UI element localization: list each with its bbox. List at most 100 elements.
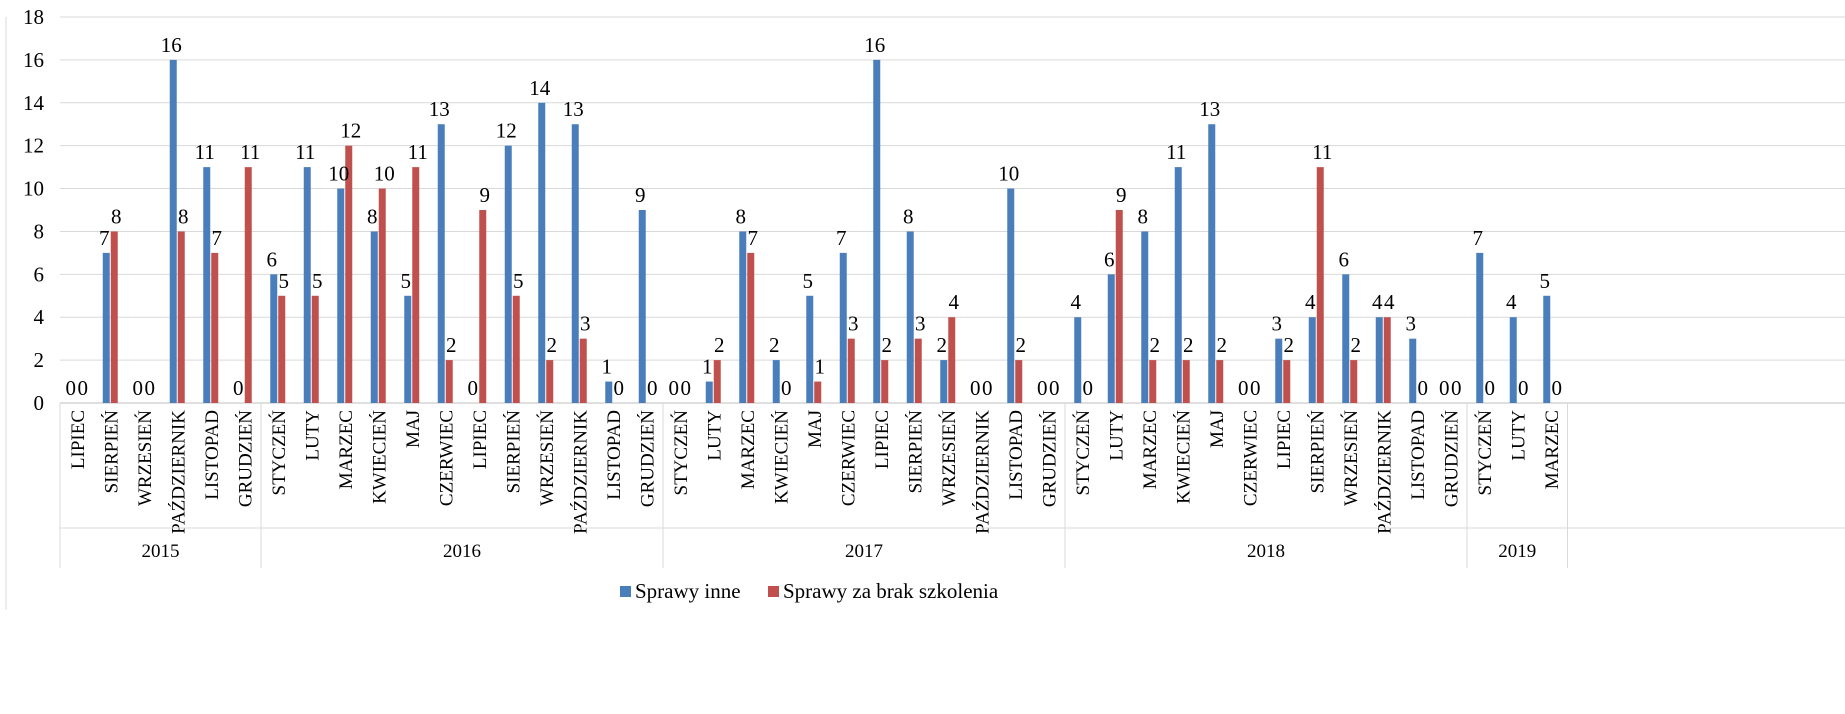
data-label-sprawy-inne: 13 bbox=[429, 97, 450, 121]
category-axis: LIPIEC SIERPIEŃ WRZESIEŃ PAŹDZIERNIK LISTOPA… bbox=[59, 403, 1845, 568]
data-label-sprawy-za-brak-szkolenia: 8 bbox=[111, 204, 122, 228]
data-label-sprawy-za-brak-szkolenia: 2 bbox=[1217, 333, 1228, 357]
data-label-sprawy-za-brak-szkolenia: 7 bbox=[212, 226, 223, 250]
bar-sprawy-inne bbox=[169, 59, 177, 404]
data-label-sprawy-za-brak-szkolenia: 4 bbox=[949, 290, 960, 314]
bar-sprawy-za-brak-szkolenia bbox=[1316, 167, 1324, 403]
data-label-sprawy-inne: 3 bbox=[1406, 312, 1417, 336]
year-label: 2019 bbox=[1498, 541, 1536, 562]
bar-sprawy-inne bbox=[705, 381, 713, 403]
data-label-sprawy-inne: 0 bbox=[233, 376, 244, 400]
legend-swatch bbox=[620, 586, 631, 597]
data-label-sprawy-za-brak-szkolenia: 7 bbox=[748, 226, 759, 250]
data-label-sprawy-za-brak-szkolenia: 2 bbox=[1183, 333, 1194, 357]
category-label: SIERPIEŃ bbox=[1306, 410, 1328, 494]
data-label-sprawy-za-brak-szkolenia: 0 bbox=[614, 376, 625, 400]
data-label-sprawy-inne: 11 bbox=[295, 140, 315, 164]
data-label-sprawy-za-brak-szkolenia: 0 bbox=[982, 376, 993, 400]
category-label: MAJ bbox=[1207, 410, 1228, 448]
y-tick-label: 18 bbox=[23, 5, 44, 29]
category-label: MARZEC bbox=[1542, 410, 1563, 489]
data-label-sprawy-inne: 0 bbox=[133, 376, 144, 400]
bar-sprawy-za-brak-szkolenia bbox=[244, 167, 252, 403]
bar-sprawy-inne bbox=[1509, 317, 1517, 403]
y-tick-label: 16 bbox=[23, 48, 44, 72]
bar-sprawy-za-brak-szkolenia bbox=[479, 210, 487, 403]
data-label-sprawy-inne: 7 bbox=[99, 226, 110, 250]
data-label-sprawy-inne: 7 bbox=[836, 226, 847, 250]
category-label: GRUDZIEŃ bbox=[1038, 410, 1060, 507]
bar-sprawy-inne bbox=[1342, 274, 1350, 403]
data-label-sprawy-za-brak-szkolenia: 0 bbox=[78, 376, 89, 400]
data-label-sprawy-inne: 3 bbox=[1272, 312, 1283, 336]
data-label-sprawy-inne: 16 bbox=[161, 33, 182, 57]
y-tick-label: 14 bbox=[23, 91, 45, 115]
data-label-sprawy-inne: 0 bbox=[66, 376, 77, 400]
bar-sprawy-za-brak-szkolenia bbox=[814, 381, 822, 403]
bar-sprawy-inne bbox=[1308, 317, 1316, 403]
bar-sprawy-za-brak-szkolenia bbox=[445, 360, 453, 403]
bar-sprawy-inne bbox=[102, 252, 110, 403]
data-label-sprawy-inne: 0 bbox=[468, 376, 479, 400]
data-label-sprawy-inne: 5 bbox=[1540, 269, 1551, 293]
category-label: LISTOPAD bbox=[1006, 410, 1027, 500]
data-label-sprawy-inne: 2 bbox=[769, 333, 780, 357]
category-label: SIERPIEŃ bbox=[502, 410, 524, 494]
bar-sprawy-inne bbox=[1208, 124, 1216, 403]
bar-sprawy-za-brak-szkolenia bbox=[278, 295, 286, 403]
legend-swatch bbox=[768, 586, 779, 597]
data-label-sprawy-inne: 1 bbox=[602, 355, 613, 379]
category-label: MARZEC bbox=[1140, 410, 1161, 489]
data-label-sprawy-za-brak-szkolenia: 11 bbox=[240, 140, 260, 164]
bar-sprawy-za-brak-szkolenia bbox=[412, 167, 420, 403]
data-label-sprawy-za-brak-szkolenia: 3 bbox=[915, 312, 926, 336]
bar-sprawy-za-brak-szkolenia bbox=[1283, 360, 1291, 403]
category-label: MAJ bbox=[805, 410, 826, 448]
y-tick-label: 12 bbox=[23, 134, 44, 158]
category-label: LUTY bbox=[1508, 410, 1529, 461]
data-label-sprawy-inne: 5 bbox=[401, 269, 412, 293]
data-label-sprawy-za-brak-szkolenia: 0 bbox=[1451, 376, 1462, 400]
bar-sprawy-inne bbox=[1174, 167, 1182, 403]
category-label: LUTY bbox=[302, 410, 323, 461]
bar-sprawy-inne bbox=[504, 145, 512, 403]
data-label-sprawy-inne: 0 bbox=[1238, 376, 1249, 400]
y-tick-label: 4 bbox=[34, 305, 45, 329]
category-label: WRZESIEŃ bbox=[1340, 410, 1362, 506]
bar-sprawy-inne bbox=[1543, 295, 1551, 403]
data-label-sprawy-inne: 8 bbox=[1138, 204, 1149, 228]
data-label-sprawy-inne: 14 bbox=[529, 76, 551, 100]
legend-label: Sprawy inne bbox=[635, 579, 741, 603]
category-label: LIPIEC bbox=[68, 410, 89, 469]
category-label: MARZEC bbox=[336, 410, 357, 489]
category-label: KWIECIEŃ bbox=[368, 410, 390, 504]
data-label-sprawy-inne: 8 bbox=[367, 204, 378, 228]
bar-sprawy-za-brak-szkolenia bbox=[211, 252, 219, 403]
data-label-sprawy-inne: 13 bbox=[563, 97, 584, 121]
bar-sprawy-za-brak-szkolenia bbox=[345, 145, 353, 403]
year-label: 2015 bbox=[142, 541, 180, 562]
category-label: LIPIEC bbox=[872, 410, 893, 469]
category-label: CZERWIEC bbox=[1240, 410, 1261, 506]
data-label-sprawy-za-brak-szkolenia: 0 bbox=[1083, 376, 1094, 400]
data-label-sprawy-inne: 11 bbox=[1166, 140, 1186, 164]
data-label-sprawy-inne: 8 bbox=[903, 204, 914, 228]
data-label-sprawy-za-brak-szkolenia: 3 bbox=[848, 312, 859, 336]
data-label-sprawy-za-brak-szkolenia: 4 bbox=[1384, 290, 1395, 314]
bar-sprawy-inne bbox=[806, 295, 814, 403]
category-label: SIERPIEŃ bbox=[100, 410, 122, 494]
data-label-sprawy-za-brak-szkolenia: 0 bbox=[1250, 376, 1261, 400]
bar-sprawy-inne bbox=[270, 274, 278, 403]
category-label: LUTY bbox=[704, 410, 725, 461]
category-label: PAŹDZIERNIK bbox=[167, 410, 189, 534]
data-label-sprawy-za-brak-szkolenia: 0 bbox=[681, 376, 692, 400]
data-label-sprawy-inne: 12 bbox=[496, 119, 517, 143]
category-label: GRUDZIEŃ bbox=[1440, 410, 1462, 507]
data-label-sprawy-inne: 4 bbox=[1071, 290, 1082, 314]
bar-sprawy-inne bbox=[1409, 338, 1417, 403]
category-label: SIERPIEŃ bbox=[904, 410, 926, 494]
data-label-sprawy-za-brak-szkolenia: 0 bbox=[647, 376, 658, 400]
category-label: LUTY bbox=[1106, 410, 1127, 461]
bar-sprawy-za-brak-szkolenia bbox=[512, 295, 520, 403]
data-label-sprawy-za-brak-szkolenia: 2 bbox=[714, 333, 725, 357]
